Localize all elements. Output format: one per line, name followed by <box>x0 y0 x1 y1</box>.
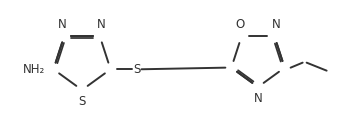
Text: S: S <box>133 63 140 76</box>
Text: S: S <box>78 95 86 108</box>
Text: NH₂: NH₂ <box>23 63 46 76</box>
Text: N: N <box>58 18 67 31</box>
Text: N: N <box>254 92 262 105</box>
Text: O: O <box>235 18 244 31</box>
Text: N: N <box>272 18 281 31</box>
Text: N: N <box>97 18 106 31</box>
